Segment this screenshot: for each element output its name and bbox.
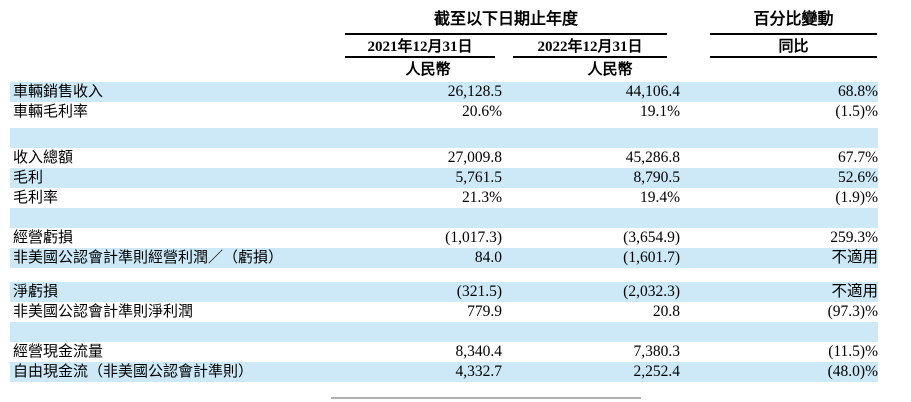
cell-v2022: 44,106.4 xyxy=(625,83,680,100)
cell-v2021: 27,009.8 xyxy=(447,149,502,166)
table-row: 淨虧損 (321.5) (2,032.3) 不適用 xyxy=(10,282,878,302)
cell-v2021 xyxy=(345,128,502,148)
table-row: 車輛毛利率 20.6% 19.1% (1.5)% xyxy=(10,102,878,122)
cell-v2022: (1,601.7) xyxy=(623,249,680,266)
cell-yoy: 68.8% xyxy=(837,83,878,100)
cell-v2021: 84.0 xyxy=(474,249,502,266)
cell-v2021: 779.9 xyxy=(467,303,502,320)
cell-yoy xyxy=(680,128,878,148)
row-label: 毛利 xyxy=(13,170,44,186)
cell-v2022: (2,032.3) xyxy=(623,283,680,300)
row-label: 收入總額 xyxy=(13,150,74,166)
spacer-row xyxy=(10,322,878,342)
cell-v2021: 20.6% xyxy=(461,103,502,120)
cell-yoy: (97.3)% xyxy=(827,303,878,320)
table-row: 收入總額 27,009.8 45,286.8 67.7% xyxy=(10,148,878,168)
table-row: 毛利率 21.3% 19.4% (1.9)% xyxy=(10,188,878,208)
cell-v2021: 4,332.7 xyxy=(455,363,503,380)
row-label xyxy=(10,322,345,342)
cell-v2022 xyxy=(502,322,680,342)
column-yoy-rule xyxy=(710,56,877,58)
cell-v2022: 7,380.3 xyxy=(633,343,681,360)
table-row: 非美國公認會計準則經營利潤／（虧損） 84.0 (1,601.7) 不適用 xyxy=(10,248,878,268)
row-label xyxy=(10,208,345,228)
percent-change-header-rule xyxy=(710,33,877,35)
column-header-2021: 2021年12月31日 xyxy=(367,39,473,55)
cell-yoy: (11.5)% xyxy=(828,343,878,360)
currency-label-2021: 人民幣 xyxy=(405,62,451,78)
column-2022-rule xyxy=(513,56,667,58)
cell-v2022 xyxy=(502,268,680,282)
row-label xyxy=(10,128,345,148)
column-header-yoy: 同比 xyxy=(778,39,809,55)
cell-v2022: 19.4% xyxy=(639,189,680,206)
table-row: 毛利 5,761.5 8,790.5 52.6% xyxy=(10,168,878,188)
cell-yoy xyxy=(680,322,878,342)
row-label: 車輛毛利率 xyxy=(13,104,89,120)
cell-yoy xyxy=(680,268,878,282)
period-header-rule xyxy=(345,33,667,35)
cell-v2022 xyxy=(502,128,680,148)
spacer-row xyxy=(10,128,878,148)
row-label xyxy=(10,268,345,282)
currency-label-2022: 人民幣 xyxy=(587,62,633,78)
cell-v2021 xyxy=(345,268,502,282)
next-section-rule xyxy=(331,397,641,399)
row-label: 經營虧損 xyxy=(13,230,74,246)
cell-yoy: 259.3% xyxy=(830,229,878,246)
row-label: 非美國公認會計準則經營利潤／（虧損） xyxy=(13,250,284,266)
cell-v2022 xyxy=(502,208,680,228)
table-row: 經營現金流量 8,340.4 7,380.3 (11.5)% xyxy=(10,342,878,362)
table-row: 自由現金流（非美國公認會計準則） 4,332.7 2,252.4 (48.0)% xyxy=(10,362,878,382)
row-label: 經營現金流量 xyxy=(13,344,104,360)
cell-yoy: 52.6% xyxy=(837,169,878,186)
cell-v2022: 45,286.8 xyxy=(625,149,680,166)
row-label: 自由現金流（非美國公認會計準則） xyxy=(13,364,254,380)
cell-yoy: (48.0)% xyxy=(827,363,878,380)
cell-v2021: 21.3% xyxy=(461,189,502,206)
row-label: 淨虧損 xyxy=(13,284,59,300)
cell-v2021: 8,340.4 xyxy=(455,343,503,360)
period-header: 截至以下日期止年度 xyxy=(433,11,578,28)
cell-v2022: 20.8 xyxy=(652,303,680,320)
table-row: 經營虧損 (1,017.3) (3,654.9) 259.3% xyxy=(10,228,878,248)
cell-yoy: 不適用 xyxy=(831,283,878,300)
cell-v2022: 2,252.4 xyxy=(633,363,681,380)
column-2021-rule xyxy=(345,56,495,58)
cell-yoy: 不適用 xyxy=(831,249,878,266)
cell-v2022: 19.1% xyxy=(639,103,680,120)
cell-v2021: (1,017.3) xyxy=(445,229,502,246)
percent-change-header: 百分比變動 xyxy=(753,11,834,28)
cell-yoy xyxy=(680,208,878,228)
cell-yoy: (1.9)% xyxy=(835,189,878,206)
cell-v2022: (3,654.9) xyxy=(623,229,680,246)
cell-v2021 xyxy=(345,322,502,342)
cell-yoy: 67.7% xyxy=(837,149,878,166)
row-label: 車輛銷售收入 xyxy=(13,84,104,100)
cell-v2021 xyxy=(345,208,502,228)
cell-v2021: 5,761.5 xyxy=(455,169,503,186)
cell-v2022: 8,790.5 xyxy=(633,169,681,186)
table-row: 車輛銷售收入 26,128.5 44,106.4 68.8% xyxy=(10,82,878,102)
column-header-2022: 2022年12月31日 xyxy=(537,39,643,55)
cell-v2021: 26,128.5 xyxy=(447,83,502,100)
spacer-row xyxy=(10,268,878,282)
spacer-row xyxy=(10,208,878,228)
financial-table-rows: 車輛銷售收入 26,128.5 44,106.4 68.8% 車輛毛利率 20.6% 19.… xyxy=(10,82,878,382)
cell-v2021: (321.5) xyxy=(456,283,502,300)
row-label: 毛利率 xyxy=(13,190,59,206)
table-row: 非美國公認會計準則淨利潤 779.9 20.8 (97.3)% xyxy=(10,302,878,322)
cell-yoy: (1.5)% xyxy=(835,103,878,120)
row-label: 非美國公認會計準則淨利潤 xyxy=(13,304,194,320)
